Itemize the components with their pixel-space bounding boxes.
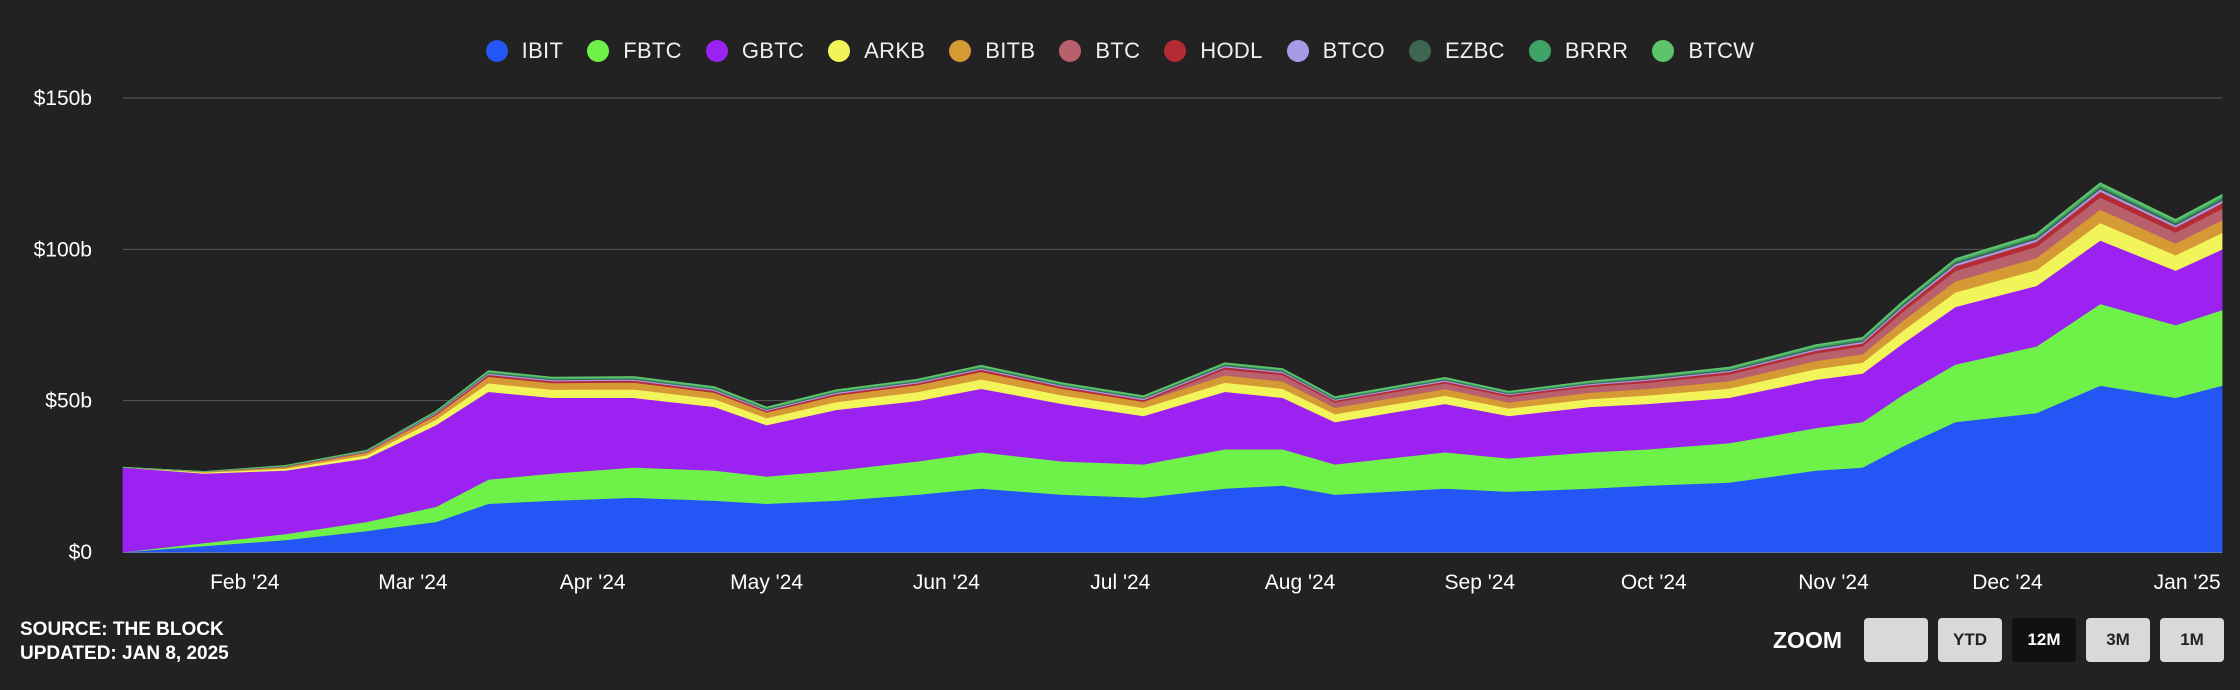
- x-tick-label: Sep '24: [1445, 571, 1516, 594]
- legend-item-ezbc[interactable]: EZBC: [1408, 38, 1505, 64]
- x-tick-label: Aug '24: [1265, 571, 1336, 594]
- legend-label: BTC: [1095, 38, 1141, 63]
- legend-dot-icon: [587, 40, 610, 62]
- area-series-btcw[interactable]: [122, 182, 2223, 472]
- chart-legend: IBIT FBTC GBTC ARKB BITB BTC HODL BTCO EZBC BRRR B…: [0, 38, 2240, 64]
- zoom-button-12m[interactable]: 12M: [2012, 618, 2076, 662]
- zoom-button-1m[interactable]: 1M: [2160, 618, 2224, 662]
- legend-item-btco[interactable]: BTCO: [1286, 38, 1385, 64]
- legend-label: BTCW: [1688, 38, 1755, 63]
- y-tick-label: $150b: [34, 87, 92, 110]
- legend-label: GBTC: [741, 38, 805, 63]
- zoom-button-3m[interactable]: 3M: [2086, 618, 2150, 662]
- area-layer: [122, 182, 2223, 553]
- y-tick-label: $50b: [45, 390, 92, 413]
- legend-dot-icon: [828, 40, 851, 62]
- legend-dot-icon: [705, 40, 728, 62]
- legend-label: BTCO: [1322, 38, 1385, 63]
- legend-item-ibit[interactable]: IBIT: [485, 38, 564, 64]
- x-tick-label: Apr '24: [560, 571, 626, 594]
- updated-text: UPDATED: JAN 8, 2025: [20, 643, 229, 664]
- zoom-button-ytd[interactable]: YTD: [1938, 618, 2002, 662]
- legend-dot-icon: [1528, 40, 1551, 62]
- x-tick-label: Mar '24: [378, 571, 448, 594]
- x-tick-label: Jan '25: [2154, 571, 2221, 594]
- legend-dot-icon: [1164, 40, 1187, 62]
- legend-dot-icon: [1059, 40, 1082, 62]
- y-tick-label: $100b: [34, 238, 92, 261]
- x-tick-label: Jul '24: [1090, 571, 1150, 594]
- axis-layer: $0 $50b $100b $150b Feb '24 Mar '24 Apr '24 May…: [34, 87, 2221, 594]
- source-note: SOURCE: THE BLOCK UPDATED: JAN 8, 2025: [20, 618, 229, 666]
- x-tick-label: Dec '24: [1972, 571, 2043, 594]
- x-tick-label: Nov '24: [1798, 571, 1869, 594]
- source-text: SOURCE: THE BLOCK: [20, 619, 224, 640]
- x-tick-label: Jun '24: [913, 571, 980, 594]
- stacked-area-chart: $0 $50b $100b $150b Feb '24 Mar '24 Apr '24 May…: [34, 87, 2223, 594]
- legend-item-gbtc[interactable]: GBTC: [705, 38, 805, 64]
- legend-label: FBTC: [623, 38, 682, 63]
- legend-label: EZBC: [1444, 38, 1505, 63]
- x-tick-label: Oct '24: [1621, 571, 1687, 594]
- legend-dot-icon: [1408, 40, 1431, 62]
- legend-label: IBIT: [521, 38, 564, 63]
- legend-item-fbtc[interactable]: FBTC: [587, 38, 682, 64]
- zoom-label: ZOOM: [1773, 626, 1842, 653]
- legend-dot-icon: [1286, 40, 1309, 62]
- zoom-controls: ZOOM YTD 12M 3M 1M: [1773, 618, 2224, 662]
- legend-item-btcw[interactable]: BTCW: [1652, 38, 1754, 64]
- y-tick-label: $0: [69, 541, 92, 564]
- legend-dot-icon: [485, 40, 508, 62]
- legend-item-btc[interactable]: BTC: [1059, 38, 1140, 64]
- legend-dot-icon: [1652, 40, 1675, 62]
- legend-dot-icon: [949, 40, 972, 62]
- zoom-button-all[interactable]: [1864, 618, 1928, 662]
- legend-item-brrr[interactable]: BRRR: [1528, 38, 1629, 64]
- legend-label: HODL: [1200, 38, 1263, 63]
- legend-label: ARKB: [864, 38, 926, 63]
- legend-item-hodl[interactable]: HODL: [1164, 38, 1262, 64]
- x-tick-label: Feb '24: [210, 571, 280, 594]
- legend-label: BITB: [985, 38, 1036, 63]
- legend-item-bitb[interactable]: BITB: [949, 38, 1035, 64]
- legend-label: BRRR: [1564, 38, 1629, 63]
- zoom-button-group: YTD 12M 3M 1M: [1854, 618, 2224, 662]
- legend-item-arkb[interactable]: ARKB: [828, 38, 925, 64]
- x-tick-label: May '24: [730, 571, 803, 594]
